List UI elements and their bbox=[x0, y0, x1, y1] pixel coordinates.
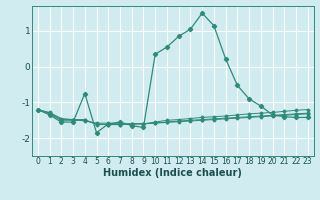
X-axis label: Humidex (Indice chaleur): Humidex (Indice chaleur) bbox=[103, 168, 242, 178]
